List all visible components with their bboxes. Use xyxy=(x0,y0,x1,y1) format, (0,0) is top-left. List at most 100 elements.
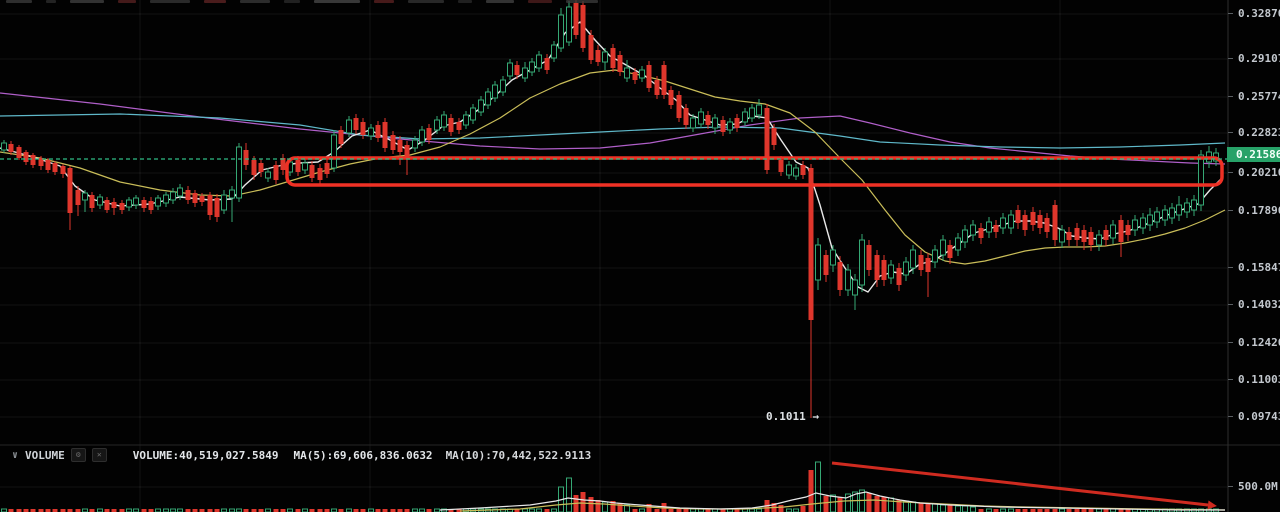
price-axis[interactable]: 0.32870 0.29107 0.25774 0.22823 0.20210 0.178… xyxy=(1228,0,1280,512)
volume-bar xyxy=(845,493,851,512)
candle-body xyxy=(566,6,572,43)
volume-bar xyxy=(434,508,440,512)
candle-body xyxy=(221,194,227,211)
candle-body xyxy=(16,147,22,158)
candle-body xyxy=(434,119,440,131)
candle-body xyxy=(852,279,858,296)
candle-body xyxy=(214,198,220,217)
volume-bar xyxy=(1037,509,1043,512)
candle-body xyxy=(82,192,88,201)
candle-body xyxy=(492,84,498,99)
volume-bar xyxy=(331,508,337,512)
candle-body xyxy=(962,229,968,243)
volume-bar xyxy=(404,509,410,512)
clipped-text-fragment xyxy=(70,0,104,3)
volume-bar xyxy=(243,509,249,512)
candle-body xyxy=(646,65,652,88)
candle-body xyxy=(111,202,117,208)
candle-body xyxy=(1088,232,1094,245)
candle-body xyxy=(412,139,418,149)
ma-line-ma30 xyxy=(0,92,1226,165)
candle-body xyxy=(163,194,169,204)
candle-body xyxy=(346,119,352,134)
volume-bar xyxy=(8,509,14,512)
candle-body xyxy=(727,121,733,131)
volume-bar xyxy=(82,508,88,512)
candle-body xyxy=(676,95,682,118)
volume-bar xyxy=(793,508,799,512)
last-price-value: 0.21586 xyxy=(1236,148,1280,161)
candle-body xyxy=(97,196,103,206)
candle-body xyxy=(617,55,623,72)
volume-bar xyxy=(448,509,454,512)
volume-bar xyxy=(993,509,999,512)
axis-tick xyxy=(1228,132,1233,133)
candle-body xyxy=(778,160,784,172)
candle-body xyxy=(925,258,931,272)
volume-bar xyxy=(874,496,880,512)
candle-body xyxy=(786,164,792,176)
candle-body xyxy=(705,115,711,125)
axis-tick xyxy=(1228,416,1233,417)
candle-body xyxy=(207,195,213,215)
volume-bar xyxy=(595,500,601,512)
volume-bar xyxy=(360,509,366,512)
volume-bar xyxy=(375,509,381,512)
volume-bar xyxy=(881,497,887,512)
candle-body xyxy=(1176,204,1182,216)
volume-bar xyxy=(1125,509,1131,512)
volume-bar xyxy=(544,509,550,512)
candle-body xyxy=(155,197,161,207)
candle-body xyxy=(390,135,396,150)
candle-body xyxy=(45,160,51,170)
volume-settings-button[interactable]: ⚙ xyxy=(70,448,86,462)
candle-body xyxy=(1030,212,1036,225)
candle-body xyxy=(993,225,999,232)
volume-bar xyxy=(23,509,29,512)
trendline-arrowhead xyxy=(1207,500,1217,510)
price-axis-label: 0.25774 xyxy=(1228,90,1280,104)
volume-bar xyxy=(551,508,557,512)
volume-bar xyxy=(1088,509,1094,512)
candle-body xyxy=(463,114,469,126)
volume-bar xyxy=(280,509,286,512)
volume-bar xyxy=(1030,509,1036,512)
candle-body xyxy=(229,189,235,199)
volume-bar xyxy=(1066,509,1072,512)
candle-body xyxy=(588,35,594,60)
candle-body xyxy=(859,239,865,286)
candle-body xyxy=(808,168,814,320)
volume-bar xyxy=(566,477,572,512)
volume-bar xyxy=(514,509,520,512)
collapse-chevron-icon[interactable]: ∨ xyxy=(12,449,19,461)
volume-bar xyxy=(207,509,213,512)
candle-body xyxy=(1191,199,1197,211)
candle-body xyxy=(243,150,249,165)
candle-body xyxy=(258,163,264,172)
volume-bar xyxy=(756,508,762,512)
volume-bar xyxy=(830,494,836,512)
axis-tick xyxy=(1228,379,1233,380)
volume-bar xyxy=(89,509,95,512)
candle-body xyxy=(485,91,491,106)
candle-body xyxy=(192,193,198,203)
candle-body xyxy=(67,168,73,213)
volume-bar xyxy=(302,508,308,512)
candle-body xyxy=(273,165,279,180)
candle-body xyxy=(265,171,271,179)
volume-close-button[interactable]: ✕ xyxy=(91,448,107,462)
price-axis-label: 0.32870 xyxy=(1228,7,1280,21)
clipped-text-fragment xyxy=(284,0,300,3)
clipped-text-fragment xyxy=(46,0,56,3)
candle-body xyxy=(830,249,836,266)
volume-bar xyxy=(705,509,711,512)
candle-body xyxy=(1140,217,1146,229)
ma-line-ma10 xyxy=(0,69,1226,265)
clipped-text-fragment xyxy=(408,0,444,3)
candle-body xyxy=(185,190,191,200)
volume-bar xyxy=(273,509,279,512)
price-axis-label: 0.29107 xyxy=(1228,52,1280,66)
candle-body xyxy=(932,249,938,263)
